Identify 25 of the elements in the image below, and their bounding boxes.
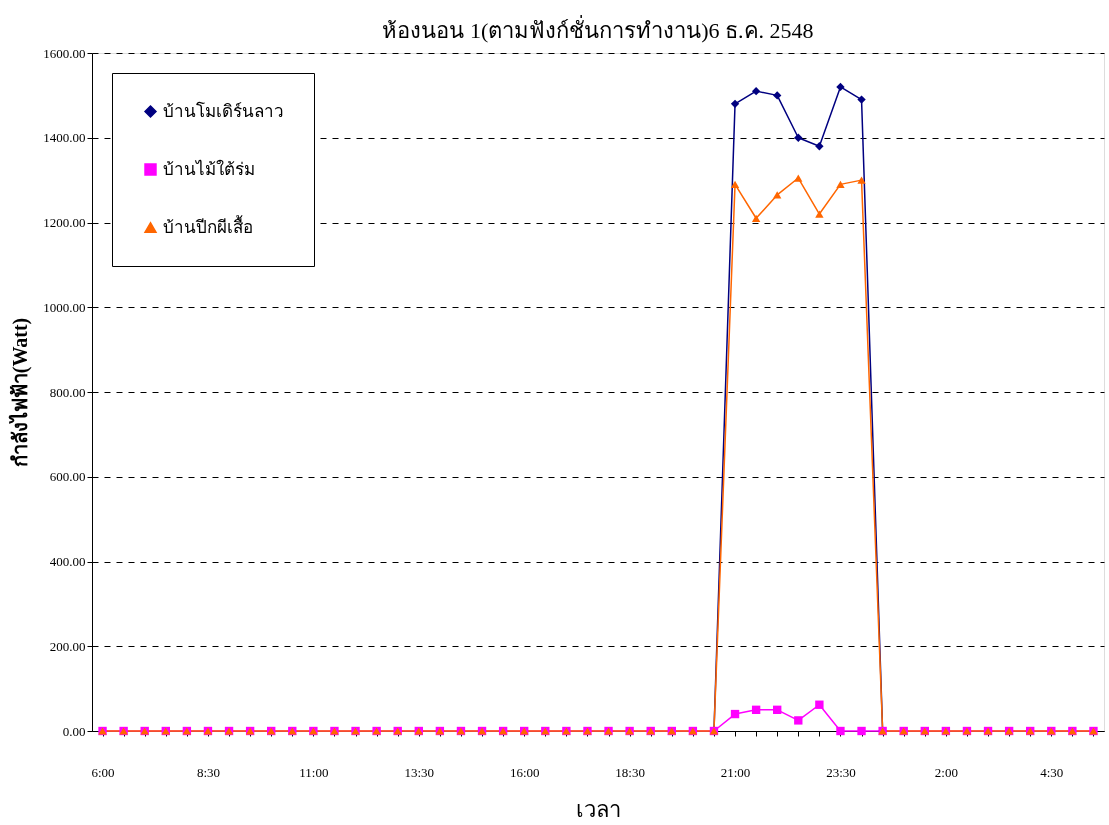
- legend-label: บ้านไม้ใต้ร่ม: [163, 158, 255, 179]
- y-tick-label: 600.00: [49, 469, 86, 485]
- chart-title: ห้องนอน 1(ตามฟังก์ชั่นการทำงาน)6 ธ.ค. 2548: [382, 15, 814, 43]
- y-tick-label: 1600.00: [43, 45, 86, 61]
- y-tick-label: 0.00: [62, 723, 86, 739]
- x-tick-label: 21:00: [720, 764, 751, 780]
- y-tick-label: 200.00: [49, 638, 86, 654]
- x-tick-label: 2:00: [934, 764, 958, 780]
- x-tick-label: 13:30: [404, 764, 435, 780]
- y-tick-label: 1400.00: [43, 130, 86, 146]
- x-tick-label: 6:00: [91, 764, 115, 780]
- x-tick-label: 18:30: [615, 764, 645, 780]
- y-tick-label: 1000.00: [43, 299, 86, 315]
- x-tick-label: 8:30: [196, 764, 221, 780]
- x-tick-label: 16:00: [509, 764, 540, 780]
- x-tick-label: 23:30: [826, 764, 856, 780]
- x-tick-label: 11:00: [299, 764, 329, 780]
- y-tick-label: 1200.00: [43, 215, 86, 230]
- legend-label: บ้านโมเดิร์นลาว: [163, 100, 284, 121]
- y-tick-label: 800.00: [49, 384, 86, 400]
- y-tick-label: 400.00: [49, 554, 86, 569]
- x-axis-title: เวลา: [576, 796, 621, 822]
- y-axis-title: กำลังไฟฟ้า(Watt): [8, 317, 33, 468]
- x-tick-label: 4:30: [1040, 764, 1064, 780]
- legend-label: บ้านปีกผีเสื้อ: [163, 214, 253, 237]
